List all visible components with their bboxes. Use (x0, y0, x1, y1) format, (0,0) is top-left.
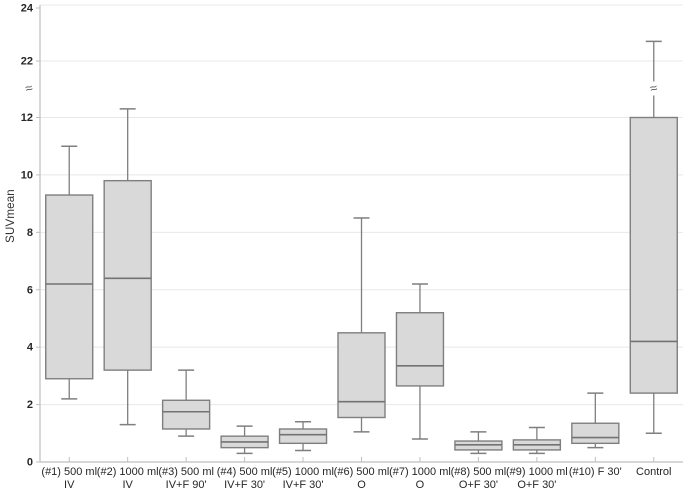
y-tick-label-4: 4 (27, 342, 34, 354)
y-tick-label-10: 10 (21, 169, 33, 181)
y-tick-label-6: 6 (27, 284, 33, 296)
y-tick-label-22: 22 (21, 56, 33, 68)
box-3 (161, 399, 211, 430)
x-label-line2-7: O (416, 479, 425, 491)
x-label-line2-1: IV (64, 479, 75, 491)
x-label-line1-4: (#4) 500 ml (217, 466, 273, 478)
x-label-line2-5: IV+F 30' (283, 479, 324, 491)
y-axis-break-icon: ≈ (24, 80, 35, 96)
y-tick-label-24: 24 (21, 3, 34, 15)
x-label-line1-6: (#6) 500 ml (334, 466, 390, 478)
x-label-line1-8: (#8) 500 ml (451, 466, 507, 478)
y-tick-label-8: 8 (27, 227, 33, 239)
box-11 (629, 116, 678, 394)
x-label-line2-6: O (357, 479, 366, 491)
box-6 (337, 332, 386, 419)
x-label-line1-3: (#3) 500 ml (158, 466, 214, 478)
box-2 (103, 179, 152, 371)
x-label-line1-5: (#5) 1000 ml (272, 466, 334, 478)
y-tick-label-12: 12 (21, 112, 33, 124)
x-label-line2-3: IV+F 90' (166, 479, 207, 491)
box-1 (45, 194, 94, 380)
whisker-break-icon-11: ≈ (648, 80, 659, 96)
x-label-line1-10: (#10) F 30' (569, 466, 622, 478)
x-label-line1-7: (#7) 1000 ml (389, 466, 451, 478)
y-tick-label-0: 0 (27, 457, 33, 469)
y-tick-label-2: 2 (27, 399, 33, 411)
x-label-line2-8: O+F 30' (459, 479, 498, 491)
x-label-line2-4: IV+F 30' (224, 479, 265, 491)
x-label-line1-2: (#2) 1000 ml (97, 466, 159, 478)
x-label-line2-9: O+F 30' (517, 479, 556, 491)
x-label-line1-9: (#9) 1000 ml (506, 466, 568, 478)
x-label-line1-11: Control (636, 466, 671, 478)
box-10 (571, 422, 620, 445)
box-7 (395, 312, 445, 387)
box-5 (278, 428, 328, 445)
x-label-line2-2: IV (122, 479, 133, 491)
whisker-break-mask-11 (647, 81, 660, 96)
x-label-line1-1: (#1) 500 ml (41, 466, 97, 478)
